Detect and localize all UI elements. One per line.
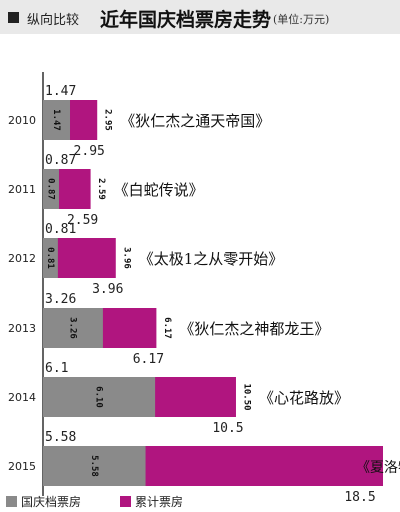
legend-label-cumulative: 累计票房	[135, 495, 184, 509]
legend-swatch-cumulative	[120, 496, 131, 507]
bar-national-day	[43, 100, 71, 140]
bar-inner-label-national-day: 1.47	[51, 109, 61, 131]
bar-inner-label-national-day: 6.10	[94, 386, 104, 408]
bar-national-day	[43, 169, 59, 209]
bar-inner-label-national-day: 5.58	[89, 455, 99, 477]
value-label-national-day: 3.26	[45, 292, 76, 307]
film-title-label: 《心花路放》	[259, 389, 349, 407]
bar-national-day	[43, 377, 156, 417]
year-label: 2013	[8, 322, 36, 335]
value-label-cumulative: 2.59	[67, 213, 98, 228]
year-label: 2011	[8, 183, 36, 196]
value-label-cumulative: 10.5	[212, 421, 243, 436]
chart-title: 近年国庆档票房走势	[100, 9, 272, 31]
year-label: 2010	[8, 114, 36, 127]
film-title-label: 《狄仁杰之通天帝国》	[120, 112, 270, 130]
year-label: 2012	[8, 252, 36, 265]
year-label: 2015	[8, 460, 36, 473]
film-title-label: 《夏洛特烦恼》	[356, 460, 400, 476]
bar-national-day	[43, 238, 58, 278]
film-title-label: 《白蛇传说》	[114, 181, 204, 199]
year-label: 2014	[8, 391, 36, 404]
value-label-cumulative: 3.96	[92, 282, 123, 297]
value-label-national-day: 1.47	[45, 84, 76, 99]
bar-inner-label-national-day: 0.87	[45, 178, 55, 200]
bar-national-day	[43, 446, 146, 486]
bar-inner-label-cumulative: 2.95	[103, 109, 113, 131]
value-label-national-day: 6.1	[45, 361, 68, 376]
value-label-cumulative: 2.95	[74, 144, 105, 159]
bar-national-day	[43, 308, 103, 348]
header-square-icon	[8, 12, 19, 23]
bar-inner-label-cumulative: 10.50	[241, 383, 251, 410]
value-label-cumulative: 6.17	[133, 352, 164, 367]
unit-label: (单位:万元)	[273, 13, 330, 26]
legend-label-national-day: 国庆档票房	[21, 495, 82, 509]
value-label-national-day: 0.81	[45, 222, 76, 237]
film-title-label: 《狄仁杰之神都龙王》	[179, 320, 329, 338]
value-label-national-day: 0.87	[45, 153, 76, 168]
film-title-label: 《太极1之从零开始》	[139, 250, 284, 268]
bar-inner-label-cumulative: 3.96	[121, 247, 131, 269]
bar-inner-label-cumulative: 6.17	[162, 317, 172, 339]
bar-inner-label-cumulative: 2.59	[96, 178, 106, 200]
value-label-national-day: 5.58	[45, 430, 76, 445]
header-tag: 纵向比较	[27, 13, 80, 28]
box-office-chart: 2010 1.47 2.95 1.47 2.95 《狄仁杰之通天帝国》 2011 0.87 2.…	[8, 72, 400, 505]
bar-inner-label-national-day: 3.26	[67, 317, 77, 339]
value-label-cumulative: 18.5	[344, 490, 375, 505]
legend-swatch-national-day	[6, 496, 17, 507]
bar-inner-label-national-day: 0.81	[45, 247, 55, 269]
header-bar: 纵向比较 近年国庆档票房走势 (单位:万元)	[0, 0, 400, 34]
